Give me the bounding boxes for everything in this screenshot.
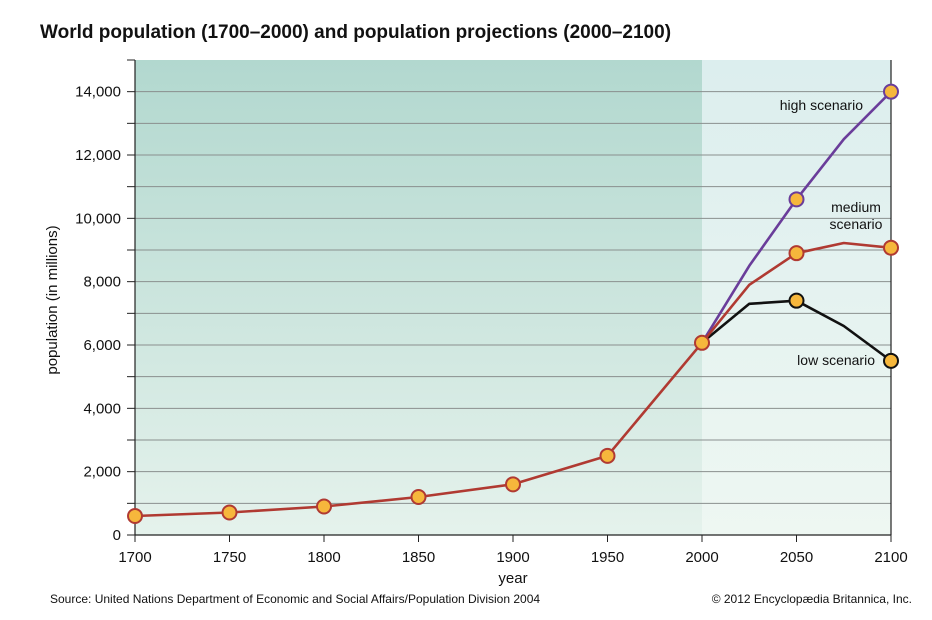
y-tick-label: 4,000 [83, 400, 121, 417]
series-label: low scenario [797, 352, 875, 368]
x-tick-label: 1850 [402, 549, 435, 566]
data-point [316, 498, 332, 515]
data-point [694, 334, 710, 351]
chart-title: World population (1700–2000) and populat… [40, 22, 672, 43]
series-label: medium [831, 199, 881, 215]
axes: 0 2,000 4,000 6,000 8,000 10,000 12,000 14,000 1… [75, 59, 908, 566]
data-point [410, 489, 427, 505]
data-point [788, 245, 805, 262]
x-tick-label: 2000 [685, 549, 718, 566]
data-point [788, 292, 805, 309]
copyright-note: © 2012 Encyclopædia Britannica, Inc. [711, 592, 912, 606]
data-point [883, 83, 899, 100]
x-tick-label: 2050 [780, 549, 813, 566]
data-point [883, 239, 899, 256]
series-label: scenario [830, 216, 883, 232]
x-axis-label: year [498, 570, 527, 587]
data-point [505, 476, 521, 493]
y-tick-label: 0 [113, 527, 121, 544]
x-tick-label: 2100 [874, 549, 907, 566]
y-tick-label: 6,000 [83, 337, 121, 354]
data-point [221, 504, 238, 521]
data-point [599, 447, 616, 464]
data-point [127, 508, 143, 524]
y-tick-label: 14,000 [75, 84, 121, 101]
x-tick-label: 1950 [591, 549, 624, 566]
series-label: high scenario [780, 97, 863, 113]
y-axis-label: population (in millions) [44, 225, 61, 374]
data-point [788, 191, 805, 208]
gridlines [135, 91, 891, 504]
y-tick-label: 8,000 [83, 274, 121, 291]
historical-period-shading [135, 60, 702, 535]
x-tick-label: 1700 [118, 549, 151, 566]
y-tick-label: 2,000 [83, 464, 121, 481]
source-note: Source: United Nations Department of Eco… [50, 592, 541, 606]
x-tick-label: 1750 [213, 549, 246, 566]
y-tick-label: 10,000 [75, 210, 121, 227]
data-point [883, 352, 899, 369]
y-tick-label: 12,000 [75, 147, 121, 164]
data-markers [127, 83, 899, 524]
x-tick-label: 1900 [496, 549, 529, 566]
x-tick-label: 1800 [307, 549, 340, 566]
